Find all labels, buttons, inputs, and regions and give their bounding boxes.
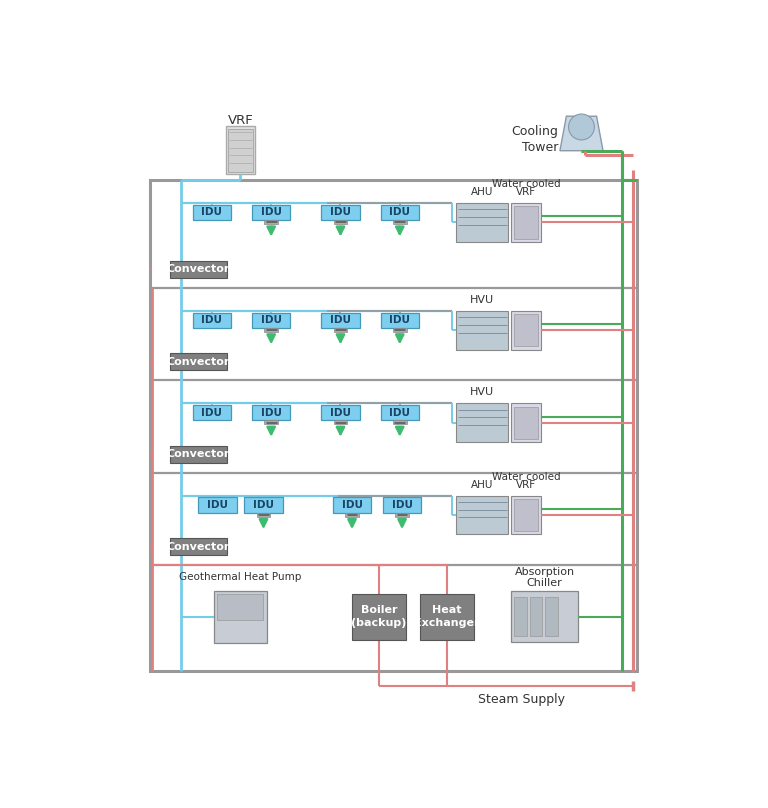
Text: IDU: IDU: [260, 408, 282, 418]
Text: VRF: VRF: [516, 480, 536, 490]
Text: IDU: IDU: [201, 315, 223, 326]
FancyBboxPatch shape: [228, 128, 253, 171]
Text: HVU: HVU: [470, 295, 495, 305]
Text: IDU: IDU: [260, 315, 282, 326]
Text: Boiler
(backup): Boiler (backup): [351, 605, 407, 629]
FancyBboxPatch shape: [151, 180, 637, 671]
Text: Convector: Convector: [167, 264, 230, 275]
FancyBboxPatch shape: [321, 313, 359, 328]
FancyBboxPatch shape: [392, 420, 407, 424]
Text: IDU: IDU: [260, 208, 282, 217]
FancyBboxPatch shape: [321, 204, 359, 220]
FancyBboxPatch shape: [345, 513, 359, 516]
Text: IDU: IDU: [253, 500, 274, 510]
Text: IDU: IDU: [207, 500, 228, 510]
Text: Water cooled: Water cooled: [492, 472, 561, 482]
Text: Convector: Convector: [167, 449, 230, 459]
FancyBboxPatch shape: [380, 204, 419, 220]
FancyBboxPatch shape: [392, 328, 407, 332]
FancyBboxPatch shape: [257, 513, 270, 516]
FancyBboxPatch shape: [511, 496, 541, 534]
FancyBboxPatch shape: [333, 220, 347, 224]
FancyBboxPatch shape: [264, 420, 278, 424]
FancyBboxPatch shape: [456, 403, 508, 442]
Text: AHU: AHU: [471, 187, 493, 197]
Polygon shape: [560, 116, 603, 151]
FancyBboxPatch shape: [545, 597, 558, 636]
FancyBboxPatch shape: [226, 126, 255, 174]
FancyBboxPatch shape: [193, 313, 231, 328]
FancyBboxPatch shape: [514, 499, 538, 531]
FancyBboxPatch shape: [511, 204, 541, 242]
Text: Absorption
Chiller: Absorption Chiller: [515, 566, 574, 588]
FancyBboxPatch shape: [193, 405, 231, 420]
Text: IDU: IDU: [330, 408, 351, 418]
Text: VRF: VRF: [227, 114, 253, 127]
FancyBboxPatch shape: [170, 446, 227, 463]
FancyBboxPatch shape: [392, 220, 407, 224]
FancyBboxPatch shape: [252, 313, 290, 328]
FancyBboxPatch shape: [514, 406, 538, 439]
FancyBboxPatch shape: [333, 420, 347, 424]
FancyBboxPatch shape: [252, 405, 290, 420]
FancyBboxPatch shape: [321, 405, 359, 420]
FancyBboxPatch shape: [264, 328, 278, 332]
Text: IDU: IDU: [389, 315, 410, 326]
Text: IDU: IDU: [330, 315, 351, 326]
FancyBboxPatch shape: [252, 204, 290, 220]
FancyBboxPatch shape: [217, 594, 263, 620]
FancyBboxPatch shape: [352, 594, 406, 640]
Text: IDU: IDU: [342, 500, 362, 510]
FancyBboxPatch shape: [530, 597, 542, 636]
Text: HVU: HVU: [470, 387, 495, 398]
Text: Water cooled: Water cooled: [492, 179, 561, 189]
FancyBboxPatch shape: [264, 220, 278, 224]
FancyBboxPatch shape: [511, 403, 541, 442]
FancyBboxPatch shape: [511, 311, 541, 350]
Text: IDU: IDU: [201, 408, 223, 418]
Text: AHU: AHU: [471, 480, 493, 490]
FancyBboxPatch shape: [382, 498, 422, 513]
FancyBboxPatch shape: [214, 591, 266, 643]
Text: Convector: Convector: [167, 357, 230, 367]
Text: Geothermal Heat Pump: Geothermal Heat Pump: [179, 572, 302, 583]
FancyBboxPatch shape: [515, 597, 527, 636]
FancyBboxPatch shape: [170, 538, 227, 555]
FancyBboxPatch shape: [396, 513, 409, 516]
Text: Cooling
Tower: Cooling Tower: [511, 124, 558, 154]
FancyBboxPatch shape: [456, 496, 508, 534]
Text: Convector: Convector: [167, 541, 230, 552]
Text: IDU: IDU: [330, 208, 351, 217]
Text: IDU: IDU: [389, 408, 410, 418]
FancyBboxPatch shape: [170, 353, 227, 370]
Text: IDU: IDU: [389, 208, 410, 217]
FancyBboxPatch shape: [420, 594, 474, 640]
FancyBboxPatch shape: [456, 311, 508, 350]
Text: IDU: IDU: [201, 208, 223, 217]
FancyBboxPatch shape: [244, 498, 283, 513]
FancyBboxPatch shape: [511, 591, 578, 642]
FancyBboxPatch shape: [333, 498, 371, 513]
Text: IDU: IDU: [392, 500, 412, 510]
FancyBboxPatch shape: [198, 498, 237, 513]
FancyBboxPatch shape: [514, 206, 538, 238]
Circle shape: [568, 114, 594, 140]
FancyBboxPatch shape: [514, 314, 538, 347]
FancyBboxPatch shape: [193, 204, 231, 220]
Text: Heat
Exchanger: Heat Exchanger: [414, 605, 479, 629]
FancyBboxPatch shape: [380, 313, 419, 328]
Text: Steam Supply: Steam Supply: [478, 693, 565, 706]
FancyBboxPatch shape: [170, 261, 227, 278]
FancyBboxPatch shape: [456, 204, 508, 242]
Text: VRF: VRF: [516, 187, 536, 197]
FancyBboxPatch shape: [333, 328, 347, 332]
FancyBboxPatch shape: [380, 405, 419, 420]
